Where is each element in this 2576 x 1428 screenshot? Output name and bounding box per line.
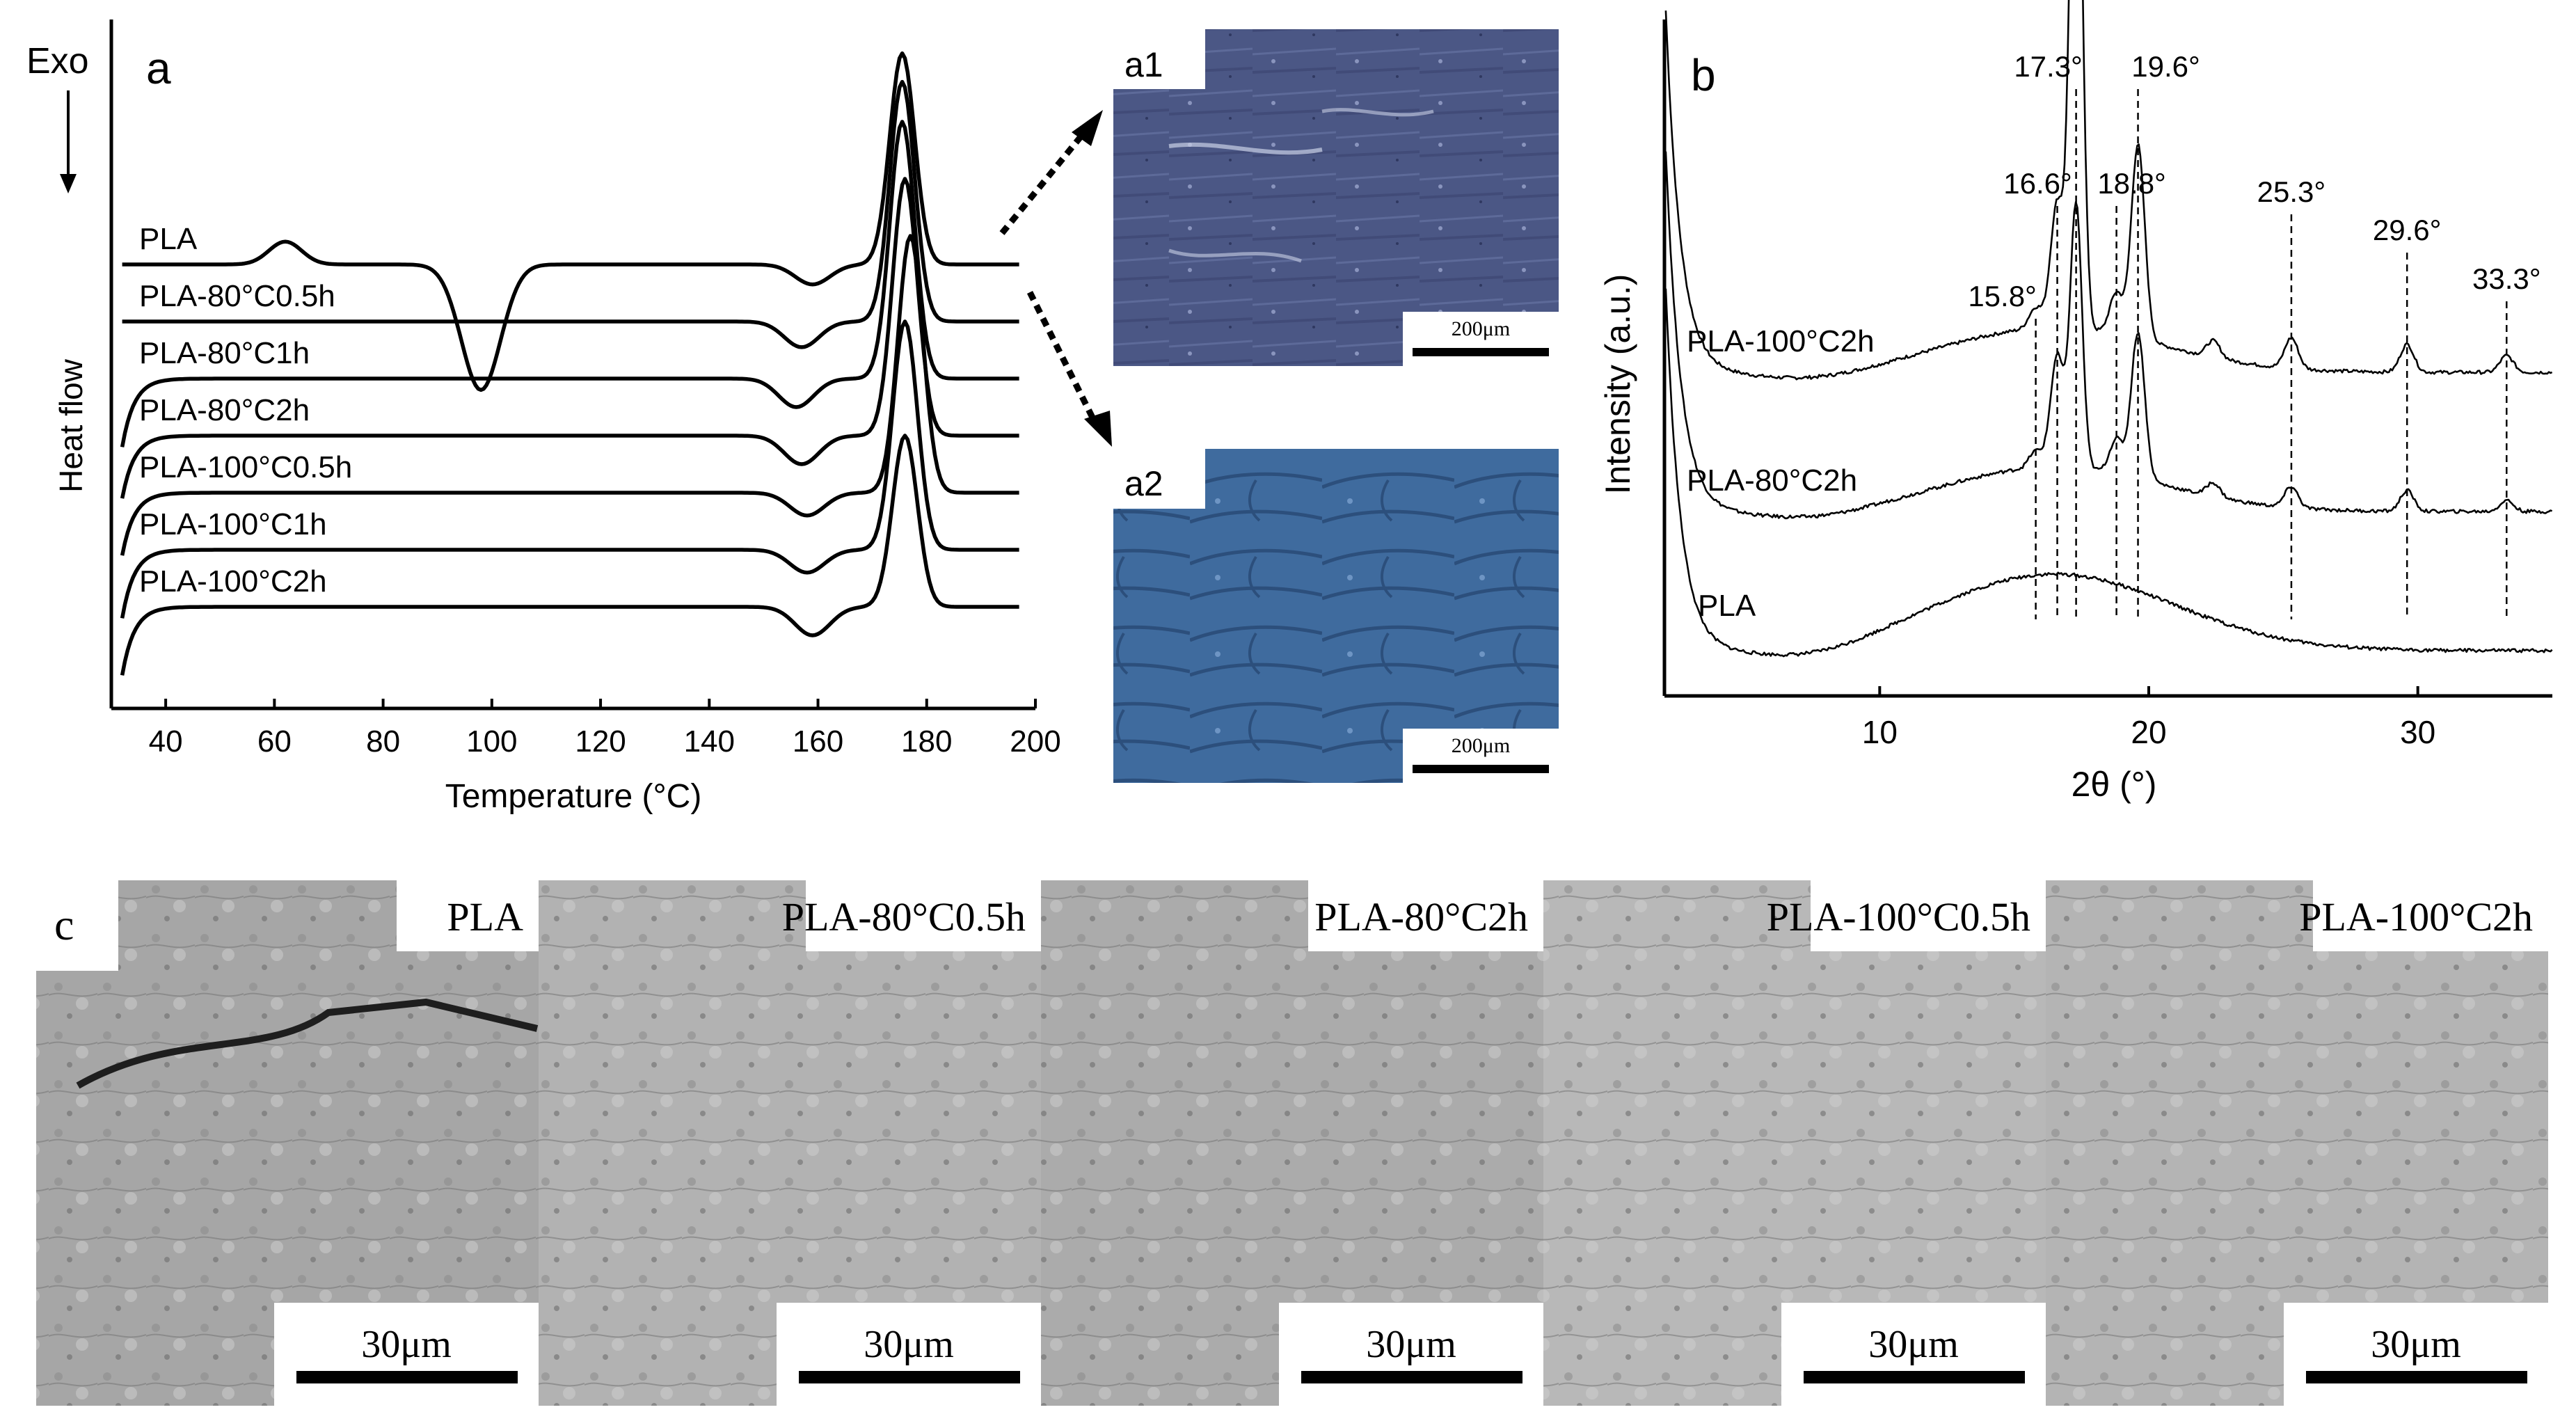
- micrograph-a2: a2 200μm: [1113, 449, 1559, 783]
- xrd-x-ticks: 10 20 30: [1862, 686, 2435, 750]
- xrd-x-tick-label: 20: [2131, 714, 2166, 750]
- micrograph-a1: a1 200μm: [1113, 29, 1559, 366]
- sem-scale-bar: [1301, 1371, 1522, 1383]
- sem-image-pla-100-c0-5h: PLA-100°C0.5h 30μm: [1543, 880, 2046, 1406]
- micrograph-a1-scale-bar: [1413, 348, 1549, 356]
- sem-image-pla-80-c2h: PLA-80°C2h 30μm: [1041, 880, 1543, 1406]
- dsc-series-label-pla-80-c2h: PLA-80°C2h: [139, 393, 310, 427]
- dsc-panel-label: a: [146, 43, 171, 93]
- xrd-series-label-pla-100-c2h: PLA-100°C2h: [1687, 324, 1875, 358]
- sem-image-pla-80-c0-5h: PLA-80°C0.5h 30μm: [539, 880, 1041, 1406]
- micrograph-a1-label: a1: [1124, 45, 1163, 84]
- xrd-peak-lines: 15.8°16.6°17.3°18.8°19.6°25.3°29.6°33.3°: [1968, 50, 2541, 619]
- sem-scale-bar: [799, 1371, 1020, 1383]
- dotted-arrow-to-a2: [1026, 290, 1112, 447]
- xrd-y-axis-label: Intensity (a.u.): [1598, 274, 1637, 495]
- dsc-x-tick-label: 200: [1010, 724, 1060, 759]
- xrd-peak-label: 19.6°: [2131, 50, 2200, 83]
- dsc-series-label-pla-100-c0-5h: PLA-100°C0.5h: [139, 450, 352, 484]
- xrd-plot-frame: [1662, 19, 2552, 698]
- xrd-series-pla-80-c2h: [1664, 151, 2553, 520]
- xrd-series-pla: [1664, 288, 2553, 658]
- dsc-series-pla-80-c0-5h: [122, 79, 1019, 349]
- exo-label: Exo: [26, 41, 89, 81]
- dsc-x-tick-label: 60: [257, 724, 292, 759]
- micrograph-a2-label: a2: [1124, 464, 1163, 503]
- xrd-peak-label: 29.6°: [2373, 214, 2442, 246]
- dsc-series-pla-100-c2h: [120, 434, 1019, 676]
- xrd-x-tick-label: 10: [1862, 714, 1898, 750]
- dsc-x-tick-label: 140: [684, 724, 735, 759]
- sem-scale-bar: [296, 1371, 518, 1383]
- sem-scale-label: 30μm: [1868, 1323, 1959, 1366]
- dsc-series-pla: [122, 51, 1019, 392]
- micrograph-a1-scale-label: 200μm: [1452, 317, 1510, 340]
- dsc-x-tick-label: 180: [901, 724, 952, 759]
- sem-image-title: PLA-100°C2h: [2299, 894, 2533, 939]
- xrd-series-label-pla-80-c2h: PLA-80°C2h: [1687, 463, 1857, 498]
- dsc-x-tick-label: 100: [466, 724, 517, 759]
- sem-image-title: PLA-80°C2h: [1314, 894, 1528, 939]
- sem-scale-bar: [2306, 1371, 2527, 1383]
- xrd-peak-label: 17.3°: [2014, 50, 2083, 83]
- dsc-series-label-pla-80-c0-5h: PLA-80°C0.5h: [139, 279, 335, 313]
- xrd-peak-label: 15.8°: [1968, 280, 2037, 312]
- dotted-arrow-to-a1: [999, 110, 1103, 235]
- xrd-x-axis-label: 2θ (°): [2072, 765, 2157, 804]
- xrd-series-pla-100-c2h: [1664, 0, 2553, 381]
- sem-scale-bar: [1804, 1371, 2025, 1383]
- dsc-x-ticks: 40 60 80 100 120 140 160 180 200: [149, 699, 1061, 759]
- exo-arrow-icon: [60, 90, 77, 193]
- sem-images-group: PLA30μmPLA-80°C0.5h30μmPLA-80°C2h30μmPLA…: [36, 880, 2548, 1406]
- xrd-peak-label: 25.3°: [2257, 175, 2326, 208]
- dsc-series-group: PLA PLA-80°C0.5h PLA-80°C1h PLA-80°C2h PLA-1…: [120, 51, 1019, 676]
- dsc-x-tick-label: 160: [793, 724, 843, 759]
- xrd-peak-label: 16.6°: [2003, 167, 2072, 200]
- dsc-x-tick-label: 40: [149, 724, 183, 759]
- dsc-series-label-pla-100-c1h: PLA-100°C1h: [139, 507, 327, 541]
- sem-scale-label: 30μm: [361, 1323, 452, 1366]
- dsc-series-pla-100-c1h: [120, 319, 1019, 619]
- sem-scale-label: 30μm: [1366, 1323, 1456, 1366]
- sem-image-pla-100-c2h: PLA-100°C2h 30μm: [2046, 880, 2548, 1406]
- xrd-panel-label: b: [1691, 50, 1716, 100]
- dsc-series-label-pla-100-c2h: PLA-100°C2h: [139, 564, 327, 598]
- sem-panel-label: c: [54, 900, 74, 949]
- micrograph-a2-scale-bar: [1413, 765, 1549, 773]
- dsc-x-axis-label: Temperature (°C): [445, 778, 702, 815]
- sem-panel: PLA30μmPLA-80°C0.5h30μmPLA-80°C2h30μmPLA…: [21, 880, 2548, 1406]
- dsc-series-pla-80-c1h: [120, 120, 1019, 447]
- xrd-x-tick-label: 30: [2400, 714, 2435, 750]
- xrd-peak-label: 33.3°: [2472, 262, 2541, 295]
- xrd-panel: b Intensity (a.u.) 10 20 30 15.8° 16.6° 17.3…: [1598, 0, 2553, 804]
- sem-image-title: PLA: [447, 894, 523, 939]
- xrd-series-label-pla: PLA: [1698, 589, 1756, 623]
- xrd-series-group: PLA-100°C2h PLA-80°C2h PLA: [1664, 0, 2553, 658]
- dsc-x-tick-label: 80: [366, 724, 400, 759]
- sem-image-pla: PLA 30μm: [36, 880, 539, 1406]
- micrograph-a2-scale-label: 200μm: [1452, 734, 1510, 757]
- sem-scale-label: 30μm: [864, 1323, 954, 1366]
- dsc-panel: Exo a Heat flow 40 60 80 100 120 140 160 180 200…: [26, 19, 1061, 815]
- dsc-plot-frame: [109, 19, 1035, 711]
- dsc-series-label-pla-80-c1h: PLA-80°C1h: [139, 336, 310, 370]
- dsc-x-tick-label: 120: [575, 724, 626, 759]
- sem-image-title: PLA-100°C0.5h: [1767, 894, 2030, 939]
- dsc-series-pla-100-c0-5h: [120, 234, 1019, 556]
- dsc-series-label-pla: PLA: [139, 222, 198, 256]
- dsc-series-pla-80-c2h: [120, 177, 1019, 499]
- dsc-y-axis-label: Heat flow: [53, 358, 89, 493]
- sem-scale-label: 30μm: [2371, 1323, 2461, 1366]
- sem-image-title: PLA-80°C0.5h: [782, 894, 1026, 939]
